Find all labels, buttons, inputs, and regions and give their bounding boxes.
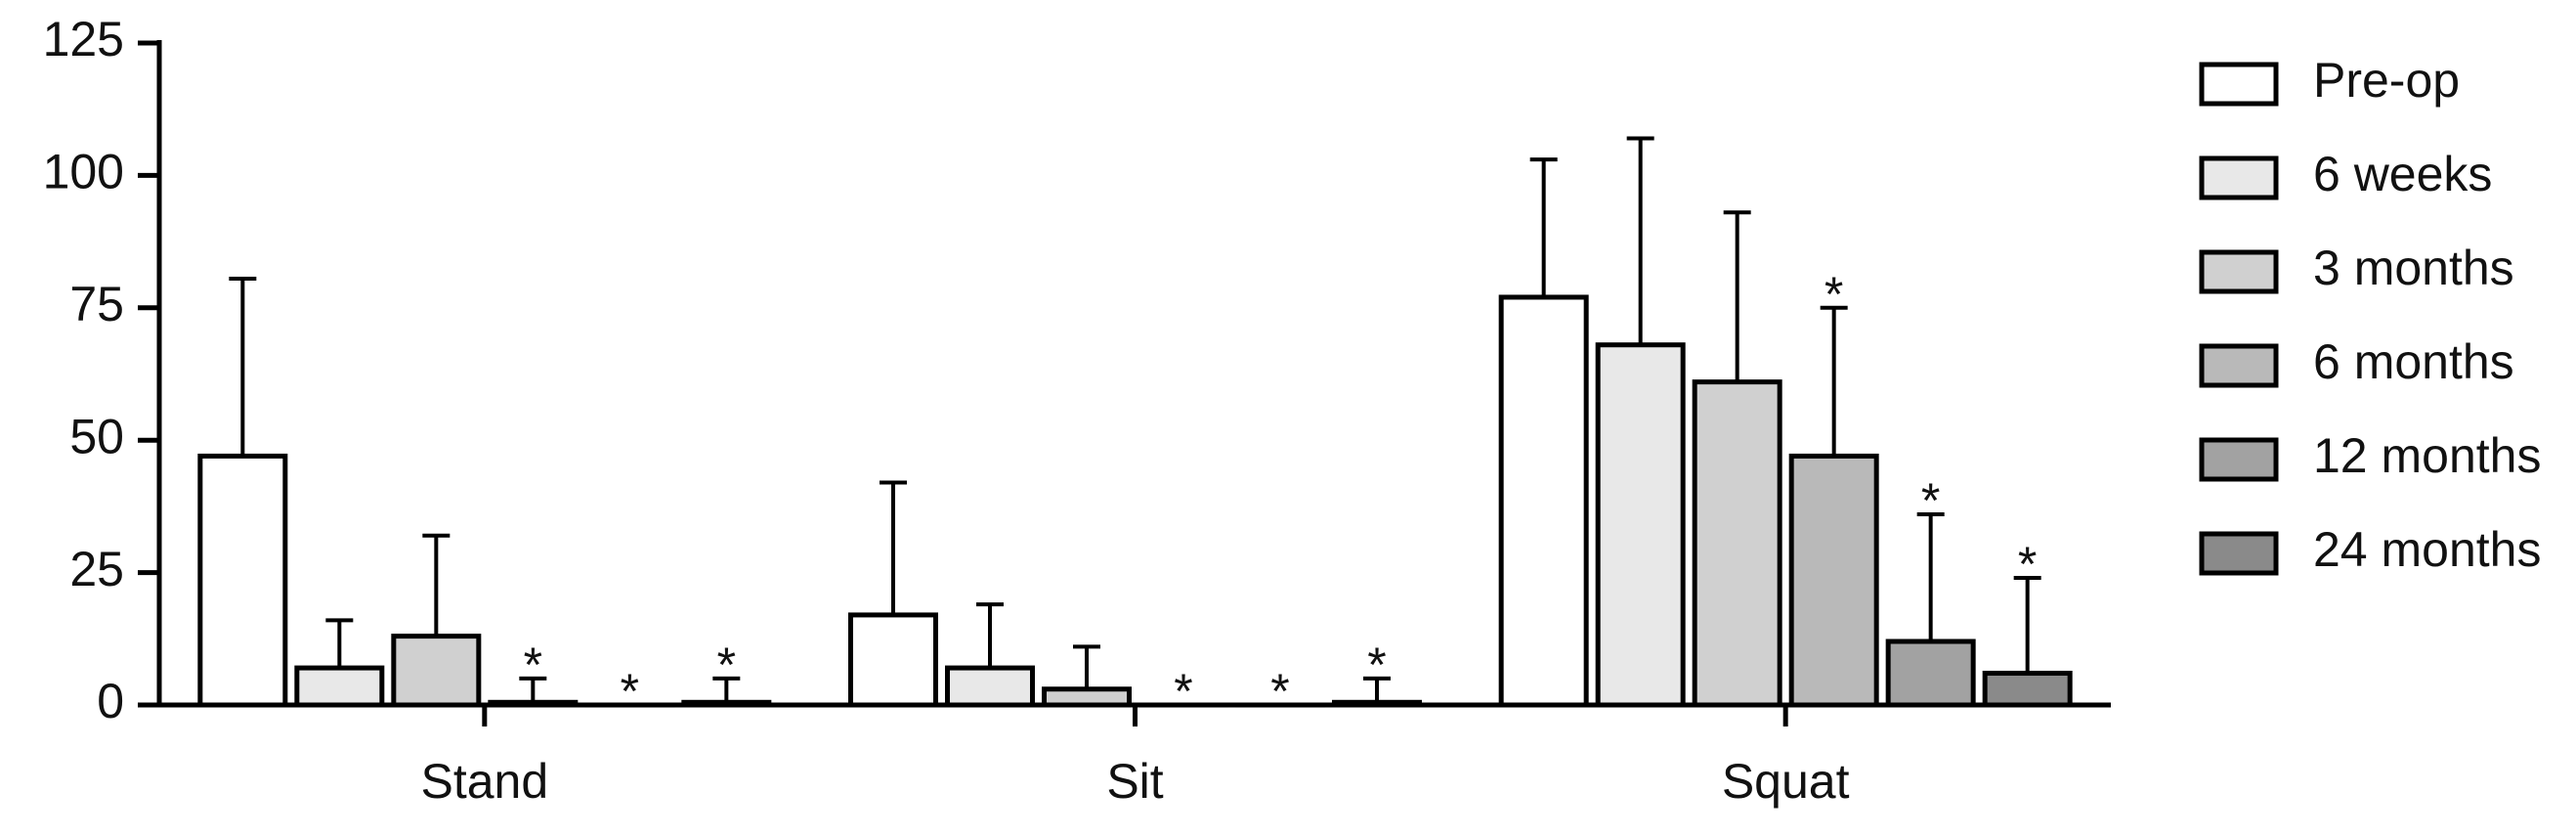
y-tick-label: 125: [43, 12, 124, 66]
significance-label: *: [1921, 473, 1940, 528]
bar: [848, 612, 938, 708]
bar: [294, 665, 385, 708]
x-tick-label: Stand: [420, 754, 548, 809]
legend-swatch: [2199, 62, 2279, 107]
bar: [1982, 671, 2073, 708]
bar: [945, 665, 1035, 708]
significance-label: *: [1367, 638, 1386, 692]
bar: [1885, 638, 1976, 708]
legend-label: 6 months: [2313, 334, 2514, 389]
bar: [1498, 294, 1589, 708]
bar: [1692, 379, 1782, 708]
bar: [1788, 453, 1879, 708]
significance-label: *: [2018, 537, 2037, 592]
y-tick-label: 75: [69, 277, 124, 331]
legend-label: 12 months: [2313, 428, 2541, 483]
legend-label: 24 months: [2313, 522, 2541, 577]
x-tick-label: Sit: [1106, 754, 1163, 809]
significance-label: *: [1270, 664, 1289, 719]
legend-label: Pre-op: [2313, 53, 2460, 108]
y-tick-label: 50: [69, 409, 124, 463]
significance-label: *: [524, 638, 542, 692]
legend-swatch: [2199, 343, 2279, 388]
bar: [391, 634, 482, 708]
legend-swatch: [2199, 249, 2279, 294]
y-tick-label: 25: [69, 542, 124, 596]
bar: [197, 453, 288, 708]
y-tick-label: 0: [97, 674, 124, 728]
significance-label: *: [621, 664, 639, 719]
significance-label: *: [717, 638, 736, 692]
significance-label: *: [1174, 664, 1192, 719]
legend-swatch: [2199, 155, 2279, 200]
legend-swatch: [2199, 531, 2279, 576]
significance-label: *: [1825, 267, 1843, 322]
y-tick-label: 100: [43, 145, 124, 199]
bar: [1595, 342, 1686, 708]
x-tick-label: Squat: [1722, 754, 1850, 809]
legend-label: 3 months: [2313, 241, 2514, 295]
legend-label: 6 weeks: [2313, 147, 2492, 201]
legend-swatch: [2199, 437, 2279, 482]
